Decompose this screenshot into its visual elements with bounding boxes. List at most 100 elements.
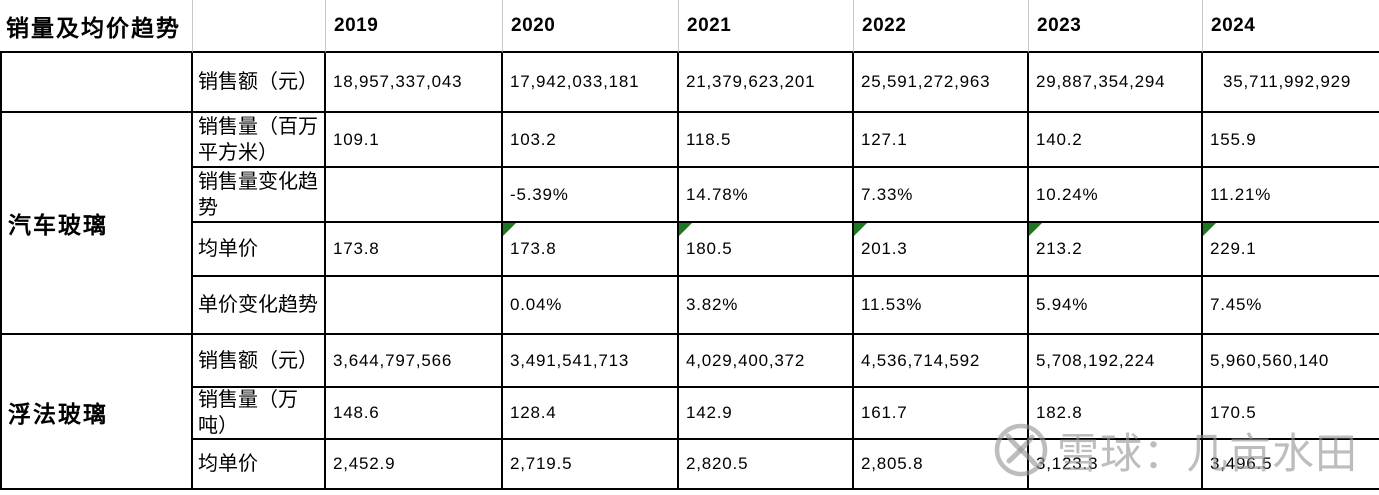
- cell-text: 销售量（万吨）: [198, 389, 298, 437]
- cell-text: 7.33%: [861, 184, 914, 204]
- cell-corner-triangle-icon: [679, 223, 692, 236]
- cell-text: 142.9: [686, 403, 733, 422]
- row-label-cell: 销售额（元）: [193, 335, 326, 388]
- value-cell: 4,536,714,592: [854, 335, 1029, 388]
- value-cell: -5.39%: [503, 168, 679, 223]
- cell-text: 5,708,192,224: [1036, 350, 1156, 370]
- value-cell: 3,496.5: [1203, 440, 1379, 490]
- cell-text: 2,452.9: [333, 454, 396, 473]
- cell-text: 均单价: [198, 453, 258, 475]
- cell-text: 118.5: [686, 129, 732, 149]
- year-header-cell: 2021: [679, 0, 854, 53]
- left-empty-cell: [0, 53, 193, 113]
- year-header-cell: 2024: [1203, 0, 1379, 53]
- value-cell: 180.5: [679, 223, 854, 277]
- value-cell: 2,719.5: [503, 440, 679, 490]
- cell-text: 3,123.3: [1036, 454, 1099, 473]
- value-cell: 103.2: [503, 113, 679, 168]
- value-cell: 29,887,354,294: [1029, 53, 1203, 113]
- cell-text: 17,942,033,181: [510, 72, 640, 91]
- year-header-cell: 2022: [854, 0, 1029, 53]
- value-cell: 18,957,337,043: [326, 53, 503, 113]
- section-label-cell: 汽车玻璃: [0, 113, 193, 335]
- value-cell: 21,379,623,201: [679, 53, 854, 113]
- cell-text: 2022: [862, 14, 907, 36]
- title-cell: 销量及均价趋势: [0, 0, 193, 53]
- cell-text: 均单价: [198, 238, 258, 260]
- cell-text: 140.2: [1036, 129, 1083, 149]
- value-cell: 35,711,992,929: [1203, 53, 1379, 113]
- cell-corner-triangle-icon: [1203, 223, 1216, 236]
- cell-text: 155.9: [1210, 129, 1257, 149]
- year-header-cell: 2019: [326, 0, 503, 53]
- value-cell: 142.9: [679, 388, 854, 440]
- value-cell: 10.24%: [1029, 168, 1203, 223]
- value-cell: 173.8: [503, 223, 679, 277]
- header-empty-cell: [193, 0, 326, 53]
- cell-text: 单价变化趋势: [198, 294, 318, 316]
- cell-text: 2024: [1211, 14, 1256, 36]
- cell-text: 0.04%: [510, 295, 563, 314]
- cell-text: 7.45%: [1210, 295, 1263, 314]
- cell-text: 173.8: [333, 239, 380, 258]
- cell-text: 182.8: [1036, 403, 1083, 422]
- cell-text: 浮法玻璃: [8, 401, 108, 427]
- cell-text: 103.2: [510, 129, 557, 149]
- value-cell: 229.1: [1203, 223, 1379, 277]
- value-cell: 17,942,033,181: [503, 53, 679, 113]
- value-cell: 11.53%: [854, 277, 1029, 335]
- cell-text: 4,029,400,372: [686, 350, 806, 370]
- row-label-cell: 均单价: [193, 223, 326, 277]
- cell-text: 销售额（元）: [198, 71, 318, 93]
- year-header-cell: 2023: [1029, 0, 1203, 53]
- row-label-cell: 销售额（元）: [193, 53, 326, 113]
- cell-text: 2020: [511, 14, 556, 36]
- value-cell: 3,123.3: [1029, 440, 1203, 490]
- cell-text: 18,957,337,043: [333, 72, 463, 91]
- cell-text: 148.6: [333, 403, 380, 422]
- cell-text: 35,711,992,929: [1223, 72, 1352, 91]
- cell-text: 3.82%: [686, 295, 739, 314]
- cell-text: 销售量（百万平方米）: [198, 115, 318, 164]
- cell-text: 2019: [334, 14, 379, 36]
- value-cell: 161.7: [854, 388, 1029, 440]
- cell-text: 229.1: [1210, 239, 1257, 258]
- cell-text: 销售额（元）: [198, 349, 318, 372]
- value-cell: 7.45%: [1203, 277, 1379, 335]
- section-label-cell: 浮法玻璃: [0, 335, 193, 490]
- value-cell: 182.8: [1029, 388, 1203, 440]
- cell-text: 25,591,272,963: [861, 72, 991, 91]
- cell-text: 3,491,541,713: [510, 350, 630, 370]
- cell-text: 29,887,354,294: [1036, 72, 1166, 91]
- row-label-cell: 销售量变化趋势: [193, 168, 326, 223]
- cell-text: 销量及均价趋势: [6, 15, 181, 41]
- row-label-cell: 单价变化趋势: [193, 277, 326, 335]
- cell-corner-triangle-icon: [503, 223, 516, 236]
- value-cell: 118.5: [679, 113, 854, 168]
- value-cell: 127.1: [854, 113, 1029, 168]
- cell-text: 5,960,560,140: [1210, 350, 1330, 370]
- cell-text: 5.94%: [1036, 295, 1089, 314]
- value-cell: 5.94%: [1029, 277, 1203, 335]
- cell-text: 10.24%: [1036, 184, 1099, 204]
- value-cell: 2,805.8: [854, 440, 1029, 490]
- cell-text: 4,536,714,592: [861, 350, 981, 370]
- value-cell: 155.9: [1203, 113, 1379, 168]
- cell-text: 11.53%: [861, 295, 923, 314]
- cell-text: 14.78%: [686, 184, 749, 204]
- cell-text: 汽车玻璃: [8, 213, 108, 238]
- cell-text: 128.4: [510, 403, 557, 422]
- value-cell: 148.6: [326, 388, 503, 440]
- value-cell: 14.78%: [679, 168, 854, 223]
- value-cell: 170.5: [1203, 388, 1379, 440]
- value-cell: [326, 277, 503, 335]
- value-cell: 5,708,192,224: [1029, 335, 1203, 388]
- value-cell: 109.1: [326, 113, 503, 168]
- value-cell: 2,452.9: [326, 440, 503, 490]
- cell-text: 170.5: [1210, 403, 1257, 422]
- value-cell: [326, 168, 503, 223]
- cell-text: 2,820.5: [686, 454, 749, 473]
- value-cell: 25,591,272,963: [854, 53, 1029, 113]
